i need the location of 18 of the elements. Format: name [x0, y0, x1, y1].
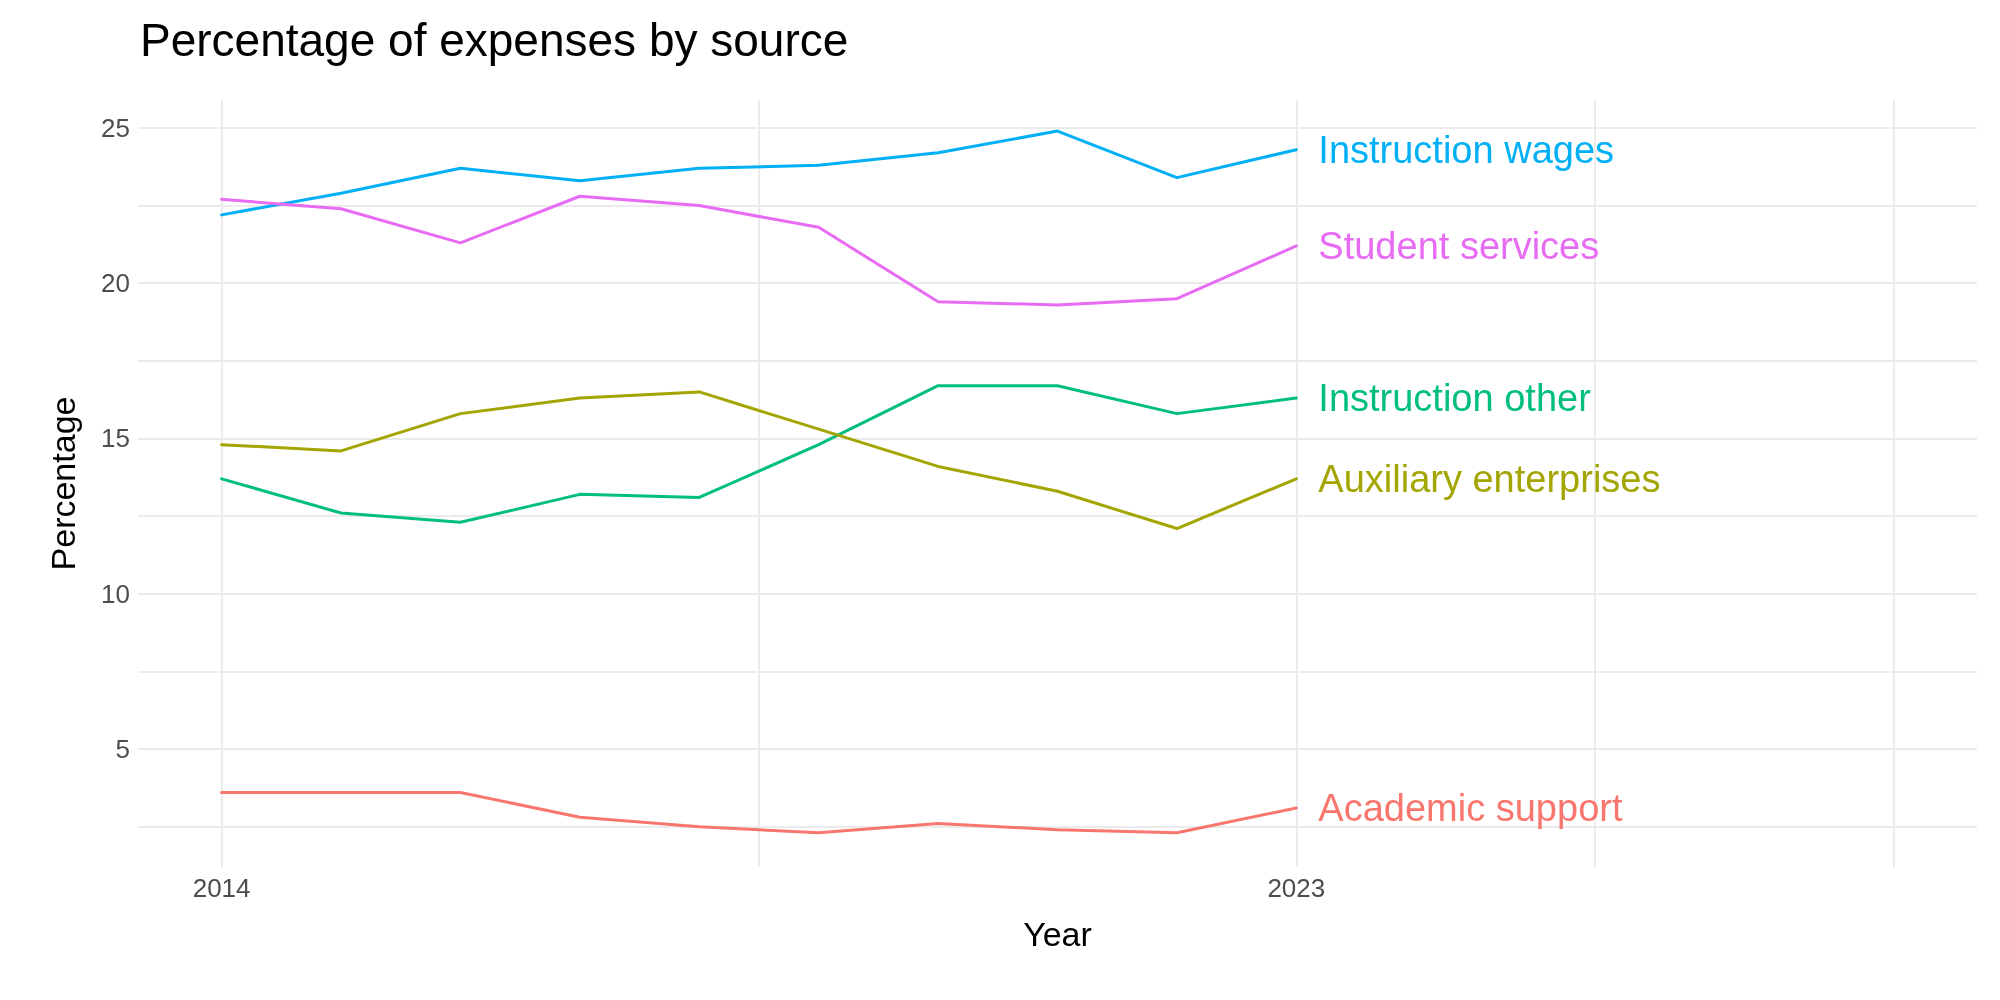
series-label: Auxiliary enterprises	[1318, 457, 1661, 500]
line-series	[220, 194, 1298, 307]
y-tick-label: 15	[101, 423, 130, 454]
line-series	[220, 790, 1298, 835]
x-axis-title: Year	[1023, 915, 1092, 953]
y-axis-title: Percentage	[44, 396, 82, 571]
y-tick-label: 20	[101, 268, 130, 299]
x-tick-label: 2014	[192, 873, 251, 903]
y-tick-label: 25	[101, 112, 130, 143]
line-series	[220, 129, 1298, 217]
chart-title: Percentage of expenses by source	[140, 14, 849, 66]
y-tick-label: 5	[115, 734, 130, 764]
series-label: Instruction other	[1318, 377, 1592, 420]
series-label: Academic support	[1318, 787, 1623, 829]
series-label: Instruction wages	[1318, 128, 1615, 171]
x-tick-label: 2023	[1267, 873, 1326, 903]
y-tick-label: 10	[101, 578, 130, 609]
series-label: Student services	[1318, 224, 1600, 267]
